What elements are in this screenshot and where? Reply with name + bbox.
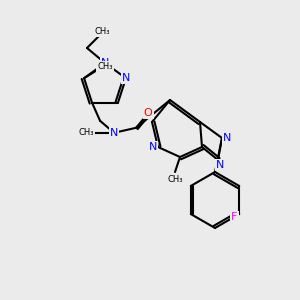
Text: N: N [101,58,109,68]
Text: N: N [149,142,157,152]
Text: CH₃: CH₃ [78,128,94,137]
Text: CH₃: CH₃ [167,176,183,184]
Text: O: O [144,108,152,118]
Text: CH₃: CH₃ [94,28,110,37]
Text: CH₃: CH₃ [97,62,113,71]
Text: N: N [110,128,118,138]
Text: F: F [231,212,237,222]
Text: N: N [216,160,224,170]
Text: N: N [122,73,130,83]
Text: N: N [223,133,231,143]
